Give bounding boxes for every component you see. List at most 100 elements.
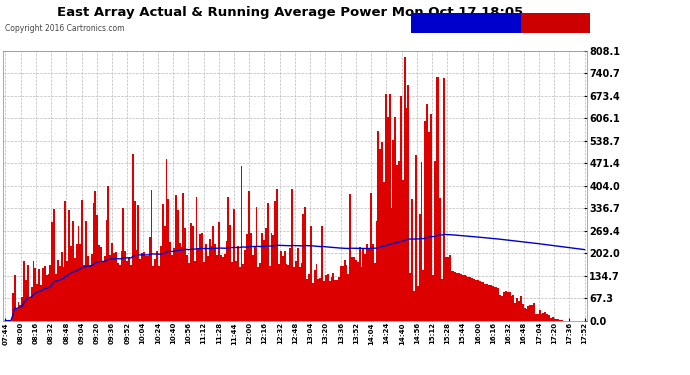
Bar: [216, 255, 218, 321]
Bar: [391, 208, 393, 321]
Bar: [235, 261, 237, 321]
Bar: [357, 262, 359, 321]
Bar: [40, 285, 42, 321]
Bar: [207, 256, 209, 321]
Bar: [182, 193, 184, 321]
Bar: [32, 261, 34, 321]
Bar: [385, 94, 387, 321]
Bar: [314, 270, 315, 321]
Bar: [286, 264, 288, 321]
Bar: [152, 266, 155, 321]
Bar: [270, 233, 273, 321]
Bar: [106, 220, 108, 321]
Bar: [361, 267, 362, 321]
Bar: [57, 260, 59, 321]
Bar: [417, 286, 419, 321]
Bar: [297, 248, 299, 321]
Bar: [126, 261, 128, 321]
Bar: [518, 301, 520, 321]
Bar: [149, 237, 150, 321]
Bar: [396, 165, 398, 321]
Bar: [229, 225, 231, 321]
Bar: [156, 251, 158, 321]
Bar: [289, 248, 291, 321]
Bar: [443, 78, 445, 321]
Bar: [550, 318, 552, 321]
Bar: [362, 248, 364, 321]
Bar: [263, 240, 265, 321]
Bar: [241, 166, 242, 321]
Bar: [537, 314, 539, 321]
Bar: [342, 266, 344, 321]
Bar: [108, 186, 110, 321]
Bar: [319, 278, 322, 321]
Bar: [435, 77, 437, 321]
Bar: [267, 203, 268, 321]
Bar: [454, 272, 456, 321]
Bar: [380, 149, 381, 321]
Bar: [473, 279, 475, 321]
Bar: [68, 210, 70, 321]
Bar: [177, 210, 179, 321]
Bar: [46, 275, 48, 321]
Text: East Array  (DC Watts): East Array (DC Watts): [507, 19, 604, 28]
Bar: [426, 104, 428, 321]
Bar: [268, 266, 270, 321]
Bar: [246, 234, 248, 321]
Bar: [171, 255, 173, 321]
Bar: [419, 214, 421, 321]
Bar: [276, 189, 278, 321]
Bar: [315, 264, 317, 321]
Bar: [21, 297, 23, 321]
Bar: [351, 256, 353, 321]
Bar: [479, 281, 480, 321]
Bar: [110, 255, 111, 321]
Bar: [195, 197, 197, 321]
Bar: [14, 274, 16, 321]
Bar: [51, 222, 53, 321]
Bar: [265, 228, 267, 321]
Bar: [421, 162, 422, 321]
Bar: [484, 284, 486, 321]
Bar: [415, 155, 417, 321]
Bar: [12, 293, 14, 321]
Bar: [387, 117, 388, 321]
Bar: [76, 244, 77, 321]
Bar: [432, 274, 434, 321]
Bar: [113, 253, 115, 321]
Bar: [509, 292, 511, 321]
Bar: [115, 252, 117, 321]
Bar: [477, 280, 479, 321]
Bar: [38, 270, 40, 321]
Bar: [201, 233, 203, 321]
Bar: [16, 309, 17, 321]
Bar: [535, 314, 537, 321]
Bar: [175, 195, 177, 321]
Bar: [119, 265, 121, 321]
Bar: [548, 315, 550, 321]
Bar: [17, 302, 19, 321]
Bar: [218, 222, 220, 321]
Bar: [490, 285, 492, 321]
Bar: [381, 142, 383, 321]
Bar: [184, 228, 186, 321]
Bar: [255, 207, 257, 321]
Bar: [181, 247, 182, 321]
Bar: [239, 267, 241, 321]
Bar: [467, 277, 469, 321]
Bar: [186, 255, 188, 321]
Bar: [488, 285, 490, 321]
Bar: [123, 208, 124, 321]
Bar: [224, 254, 226, 321]
Bar: [469, 278, 471, 321]
Bar: [522, 304, 524, 321]
Bar: [162, 204, 164, 321]
Bar: [424, 121, 426, 321]
Bar: [29, 297, 30, 321]
Bar: [540, 314, 542, 321]
Bar: [233, 210, 235, 321]
Bar: [526, 309, 527, 321]
Bar: [137, 205, 139, 321]
Bar: [372, 244, 374, 321]
Bar: [501, 297, 503, 321]
